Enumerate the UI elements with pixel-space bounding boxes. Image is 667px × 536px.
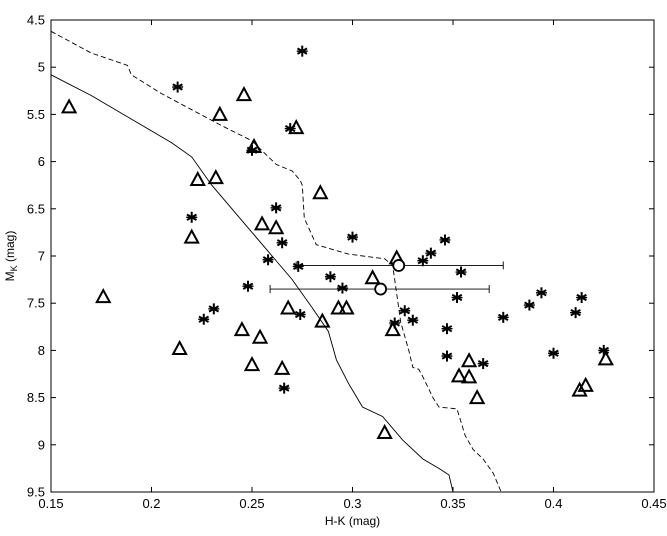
y-tick-label: 9: [38, 437, 45, 452]
y-tick-label: 9.5: [27, 485, 45, 500]
triangle-point: [460, 368, 478, 384]
asterisk-point: [441, 323, 453, 335]
x-tick-label: 0.25: [239, 496, 264, 511]
x-axis-label: H-K (mag): [325, 514, 380, 528]
triangle-point: [267, 219, 285, 235]
asterisk-point: [186, 211, 198, 223]
triangle-point: [235, 85, 253, 102]
asterisk-point: [270, 202, 282, 214]
y-tick-label: 7: [38, 249, 45, 264]
asterisk-point: [242, 280, 254, 292]
asterisk-point: [407, 314, 419, 326]
y-axis-label-subscript: K: [9, 265, 19, 271]
y-tick-label: 7.5: [27, 296, 45, 311]
triangle-point: [251, 328, 269, 344]
asterisk-point: [535, 287, 547, 299]
asterisk-point: [336, 282, 348, 294]
model-curves: [50, 30, 502, 493]
triangle-point: [273, 359, 291, 375]
triangle-point: [338, 299, 355, 315]
x-tick-label: 0.3: [343, 496, 361, 511]
triangle-point: [571, 381, 588, 397]
triangle-point: [95, 287, 112, 304]
triangle-point: [171, 339, 188, 356]
asterisk-point: [523, 299, 535, 311]
triangle-point: [314, 312, 331, 328]
triangle-point: [280, 299, 297, 315]
triangle-point: [450, 367, 468, 383]
triangle-point: [597, 350, 614, 366]
asterisk-point: [292, 260, 304, 272]
data-points: [60, 45, 614, 440]
asterisk-point: [324, 271, 336, 283]
x-tick-label: 0.45: [641, 496, 666, 511]
y-tick-label: 4.5: [27, 13, 45, 28]
triangle-point: [460, 352, 478, 368]
plot-frame: [50, 19, 655, 493]
asterisk-point: [477, 358, 489, 370]
triangle-point: [577, 376, 594, 392]
y-axis-label-unit: (mag): [3, 231, 17, 266]
x-tick-label: 0.4: [544, 496, 562, 511]
y-tick-label: 6: [38, 154, 45, 169]
asterisk-point: [497, 311, 509, 323]
triangle-point: [211, 105, 229, 121]
triangle-point: [243, 355, 261, 372]
asterisk-point: [439, 234, 451, 246]
x-tick-label: 0.2: [142, 496, 160, 511]
triangle-point: [183, 228, 200, 244]
asterisk-point: [598, 344, 610, 356]
asterisk-point: [455, 266, 467, 278]
y-tick-label: 5: [38, 60, 45, 75]
y-tick-label: 5.5: [27, 107, 45, 122]
solid-model-curve: [50, 74, 454, 493]
dashed-model-curve: [50, 30, 502, 493]
axis-ticks: 0.15 0.2 0.25 0.3 0.35 0.4 0.45 4.5 5 5.5 6 6.5 7 7.5…: [27, 13, 667, 512]
x-tick-label: 0.35: [440, 496, 465, 511]
triangle-point: [233, 321, 251, 337]
triangle-point: [207, 169, 224, 185]
y-tick-label: 6.5: [27, 201, 45, 216]
asterisk-point: [548, 347, 559, 359]
triangle-point: [330, 299, 347, 315]
asterisk-point: [284, 123, 296, 135]
y-axis-label: MK (mag): [3, 231, 19, 282]
triangle-point: [253, 215, 271, 231]
triangle-point: [384, 321, 401, 337]
asterisk-point: [276, 237, 288, 249]
triangle-point: [312, 184, 329, 200]
circle-point: [374, 282, 388, 296]
asterisk-point: [417, 255, 429, 267]
asterisk-point: [425, 247, 437, 259]
asterisk-point: [389, 317, 401, 329]
y-tick-label: 8: [38, 343, 45, 358]
asterisk-point: [208, 303, 220, 315]
triangle-point: [189, 170, 206, 187]
asterisk-point: [198, 313, 210, 325]
asterisk-point: [294, 309, 306, 321]
x-tick-label: 0.15: [38, 496, 63, 511]
triangle-point: [60, 98, 78, 114]
asterisk-point: [296, 45, 308, 57]
asterisk-point: [570, 307, 582, 319]
y-tick-label: 8.5: [27, 390, 45, 405]
asterisk-point: [347, 231, 358, 243]
asterisk-point: [172, 81, 184, 93]
asterisk-point: [576, 292, 588, 304]
asterisk-point: [441, 350, 453, 362]
circle-point: [392, 259, 406, 272]
asterisk-point: [451, 292, 463, 304]
asterisk-point: [278, 382, 290, 394]
y-axis-label-main: M: [3, 271, 17, 281]
triangle-point: [468, 388, 486, 405]
asterisk-point: [246, 144, 258, 156]
asterisk-point: [399, 305, 411, 317]
triangle-point: [364, 269, 381, 285]
asterisk-point: [262, 254, 274, 266]
triangle-point: [376, 423, 393, 440]
